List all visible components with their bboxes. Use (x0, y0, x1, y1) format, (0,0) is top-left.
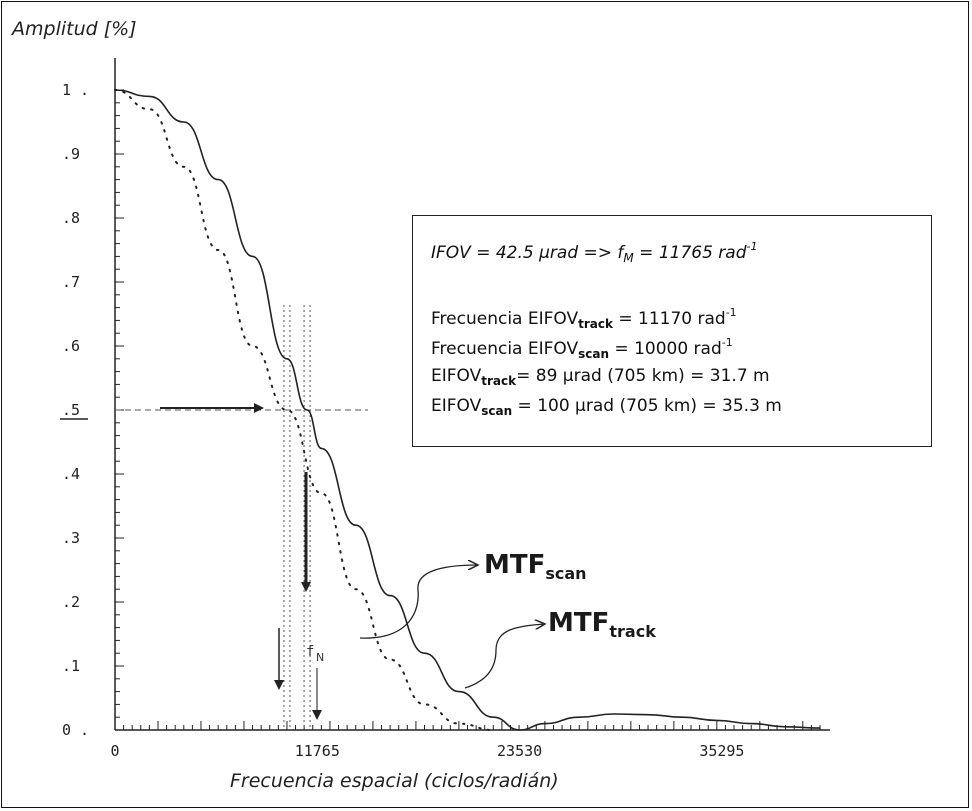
fn-sub-label: N (316, 651, 324, 664)
y-tick-label: .5 (62, 401, 80, 419)
x-tick-label: 11765 (295, 742, 340, 760)
freq-eifov-track-line: Frecuencia EIFOVtrack = 11170 rad-1 (431, 306, 737, 331)
chart-axes (114, 58, 830, 731)
y-tick-label: .7 (62, 273, 80, 291)
mtf-scan-pointer (359, 565, 478, 639)
series-mtfscan (114, 89, 821, 731)
y-axis-label: Amplitud [%] (12, 18, 137, 40)
y-tick-label: 0 . (62, 721, 89, 739)
y-tick-label: .4 (62, 465, 80, 483)
y-tick-label: .6 (62, 337, 80, 355)
y-tick-label: .8 (62, 209, 80, 227)
reference-guides (115, 305, 368, 730)
y-tick-label: .9 (62, 145, 80, 163)
eifov-scan-line: EIFOVscan = 100 µrad (705 km) = 35.3 m (431, 396, 782, 418)
y-tick-label: .2 (62, 593, 80, 611)
mtf-track-label: MTFtrack (548, 608, 656, 641)
y-tick-label: .1 (62, 657, 80, 675)
chart-series (114, 89, 821, 731)
x-tick-label: 0 (110, 742, 119, 760)
tick-labels: 0 . .1 .2 .3 .4 .5 .6 .7 .8 .9 1 . 0 11765 23530 35295 (60, 81, 744, 760)
mtf-track-pointer (464, 624, 545, 689)
x-tick-label: 35295 (699, 742, 744, 760)
y-tick-label: 1 . (62, 81, 89, 99)
info-box: IFOV = 42.5 µrad => fM = 11765 rad-1 Fre… (412, 215, 932, 447)
freq-eifov-scan-line: Frecuencia EIFOVscan = 10000 rad-1 (431, 336, 733, 361)
ifov-line: IFOV = 42.5 µrad => fM = 11765 rad-1 (431, 240, 758, 265)
eifov-track-line: EIFOVtrack= 89 µrad (705 km) = 31.7 m (431, 366, 770, 388)
x-axis-label: Frecuencia espacial (ciclos/radián) (230, 770, 559, 792)
y-tick-label: .3 (62, 529, 80, 547)
series-mtftrack (114, 89, 495, 731)
fn-label: f (306, 644, 314, 660)
mtf-scan-label: MTFscan (484, 550, 587, 583)
x-tick-label: 23530 (497, 742, 542, 760)
